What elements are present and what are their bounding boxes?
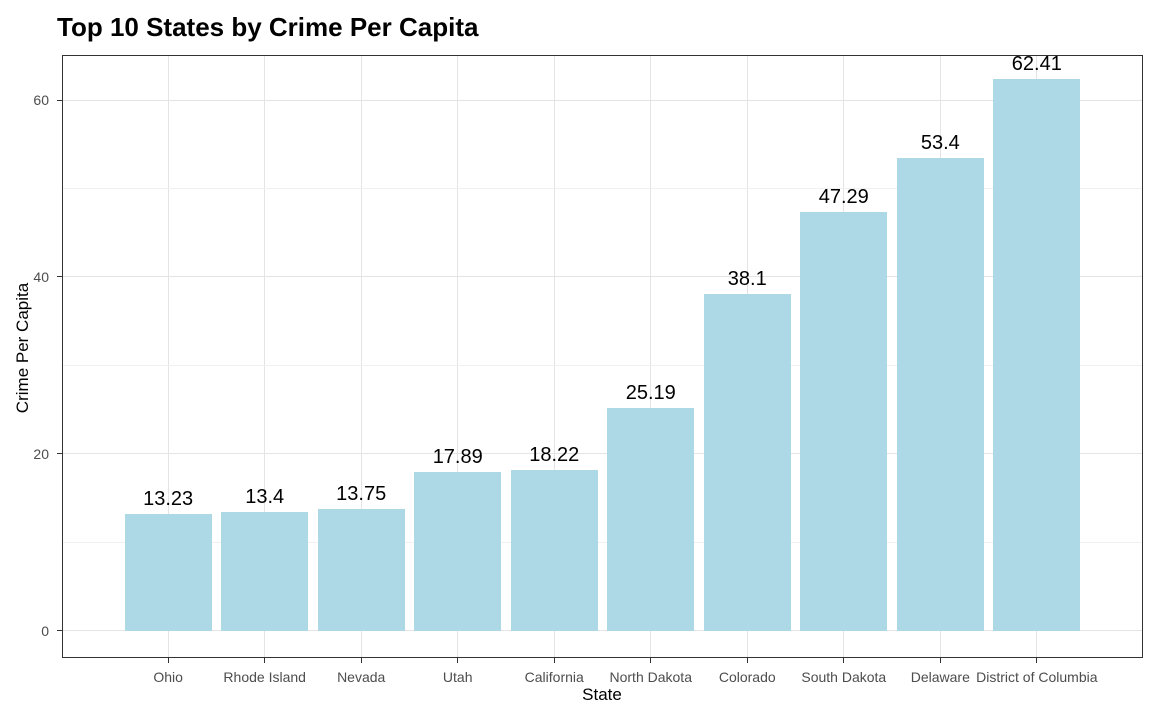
x-tick-label: California xyxy=(524,669,584,685)
y-tick-mark xyxy=(57,453,62,455)
y-tick-mark xyxy=(57,630,62,632)
bar xyxy=(510,469,598,631)
bar-value-label: 53.4 xyxy=(920,132,960,155)
x-tick-label: Rhode Island xyxy=(223,669,306,685)
x-tick-mark xyxy=(650,658,652,663)
bar xyxy=(607,407,695,631)
x-tick-mark xyxy=(746,658,748,663)
bar-value-label: 13.4 xyxy=(245,486,285,509)
x-tick-label: South Dakota xyxy=(801,669,887,685)
y-tick-label: 60 xyxy=(33,92,49,109)
y-tick-mark xyxy=(57,276,62,278)
y-axis-title: Crime Per Capita xyxy=(13,282,32,414)
gridline-major xyxy=(62,276,1143,278)
x-tick-mark xyxy=(167,658,169,663)
x-tick-label: North Dakota xyxy=(609,669,692,685)
bar-value-label: 62.41 xyxy=(1011,52,1062,75)
bar-value-label: 47.29 xyxy=(818,186,869,209)
x-tick-label: Ohio xyxy=(153,669,183,685)
bar xyxy=(896,158,984,631)
bar xyxy=(993,78,1081,631)
gridline-vertical xyxy=(553,55,555,658)
bar xyxy=(221,512,309,631)
bar xyxy=(414,472,502,631)
bar xyxy=(800,212,888,631)
bar-value-label: 13.75 xyxy=(336,483,387,506)
x-tick-mark xyxy=(1036,658,1038,663)
x-tick-mark xyxy=(264,658,266,663)
x-axis-title: State xyxy=(582,685,622,704)
x-tick-label: Utah xyxy=(442,669,473,685)
y-tick-label: 20 xyxy=(33,445,49,462)
gridline-minor xyxy=(62,187,1143,189)
x-tick-mark xyxy=(360,658,362,663)
x-tick-label: Delaware xyxy=(910,669,970,685)
x-tick-mark xyxy=(939,658,941,663)
bar xyxy=(317,509,405,631)
bar-value-label: 38.1 xyxy=(727,267,767,290)
x-tick-mark xyxy=(843,658,845,663)
bar-value-label: 25.19 xyxy=(625,381,676,404)
gridline-vertical xyxy=(264,55,266,658)
gridline-major xyxy=(62,453,1143,455)
gridline-major xyxy=(62,630,1143,632)
x-tick-mark xyxy=(457,658,459,663)
gridline-vertical xyxy=(650,55,652,658)
bar-value-label: 17.89 xyxy=(432,446,483,469)
y-tick-label: 40 xyxy=(33,268,49,285)
gridline-minor xyxy=(62,541,1143,543)
gridline-vertical xyxy=(360,55,362,658)
x-tick-label: Nevada xyxy=(337,669,386,685)
gridline-vertical xyxy=(457,55,459,658)
gridline-minor xyxy=(62,364,1143,366)
chart-title: Top 10 States by Crime Per Capita xyxy=(57,12,479,42)
x-tick-label: Colorado xyxy=(718,669,776,685)
bar-value-label: 18.22 xyxy=(529,443,580,466)
bar xyxy=(124,513,212,631)
y-tick-mark xyxy=(57,99,62,101)
bar-value-label: 13.23 xyxy=(143,487,194,510)
gridline-major xyxy=(62,99,1143,101)
bar xyxy=(703,293,791,631)
y-tick-label: 0 xyxy=(41,622,49,639)
gridline-vertical xyxy=(167,55,169,658)
x-tick-mark xyxy=(553,658,555,663)
x-tick-label: District of Columbia xyxy=(976,669,1098,685)
